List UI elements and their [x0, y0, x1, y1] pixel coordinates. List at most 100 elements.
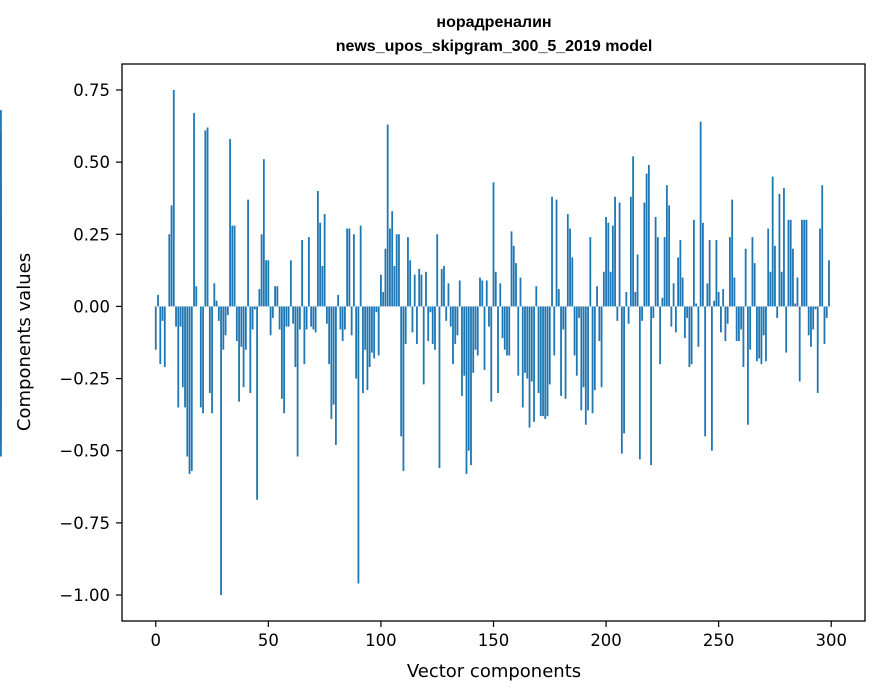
bar	[364, 306, 367, 350]
bar	[380, 274, 382, 307]
bar	[436, 234, 439, 307]
bar	[292, 306, 295, 324]
bar	[785, 306, 788, 353]
bar	[825, 306, 828, 318]
bar	[751, 237, 754, 307]
bar	[679, 240, 682, 307]
bar	[686, 306, 689, 318]
bar	[456, 306, 459, 336]
bar	[357, 306, 360, 584]
bar	[215, 300, 218, 307]
bar	[377, 306, 380, 356]
bar	[371, 306, 373, 353]
bar	[699, 121, 702, 307]
bar	[632, 156, 634, 307]
bar	[789, 219, 792, 307]
bar	[697, 306, 700, 347]
bar	[605, 216, 607, 307]
bar	[249, 306, 252, 394]
bar	[738, 306, 740, 342]
bar	[521, 306, 524, 408]
bar	[269, 306, 272, 336]
bar	[366, 306, 369, 391]
bar	[217, 306, 220, 321]
bar	[434, 306, 436, 350]
x-axis-label: Vector components	[407, 661, 581, 682]
bar	[569, 228, 571, 307]
bar	[584, 306, 587, 425]
bar	[566, 214, 569, 307]
bar	[467, 306, 470, 451]
bar	[481, 280, 484, 307]
bar	[305, 306, 308, 330]
bar	[438, 306, 441, 469]
bar	[499, 283, 502, 307]
bar	[312, 306, 315, 330]
bar	[636, 254, 639, 307]
bar	[226, 306, 229, 316]
bar	[539, 306, 542, 417]
bar	[422, 306, 425, 385]
y-axis-label: Components values	[14, 253, 35, 431]
bar	[575, 306, 578, 376]
bar	[474, 306, 477, 350]
bar	[346, 228, 349, 307]
bar	[582, 306, 585, 388]
bar	[431, 306, 434, 344]
bar	[677, 257, 680, 307]
bar	[488, 306, 490, 327]
bar	[661, 297, 664, 307]
bar	[402, 306, 405, 471]
bar	[224, 306, 227, 336]
bar	[695, 303, 698, 307]
bar	[589, 237, 592, 307]
bar	[251, 306, 254, 330]
bar	[294, 306, 297, 368]
bar	[465, 306, 468, 474]
bar	[343, 306, 346, 330]
bar	[758, 306, 761, 359]
bar	[458, 280, 461, 307]
bar	[753, 263, 756, 307]
bar	[717, 291, 720, 307]
chart-title: норадреналин	[436, 14, 551, 31]
bar	[638, 306, 641, 460]
bar	[445, 306, 448, 321]
bar	[708, 240, 711, 307]
x-tick-label: 50	[258, 631, 279, 650]
bar	[159, 306, 162, 365]
y-tick-label: −0.25	[59, 370, 110, 389]
bar	[483, 306, 486, 370]
bar	[580, 306, 583, 411]
bar	[798, 306, 801, 382]
bar	[744, 248, 747, 307]
bar	[564, 306, 567, 399]
bar	[598, 306, 601, 342]
bar	[670, 306, 673, 327]
bar	[681, 277, 684, 307]
bar	[735, 306, 738, 342]
bar	[578, 306, 580, 318]
bar	[154, 306, 157, 350]
bar	[0, 291, 2, 307]
bar	[616, 306, 619, 321]
bar	[803, 219, 806, 307]
bar	[296, 306, 299, 457]
bar	[479, 277, 481, 307]
bar	[537, 306, 540, 394]
bar	[765, 306, 767, 362]
bar	[398, 234, 400, 307]
bar	[247, 199, 249, 307]
bar	[307, 237, 310, 307]
bar	[407, 237, 409, 307]
bar	[253, 306, 256, 310]
x-tick-label: 300	[815, 631, 847, 650]
bar	[195, 286, 198, 307]
y-tick-label: −1.00	[59, 586, 110, 605]
bar	[767, 228, 770, 307]
bar	[334, 306, 337, 445]
x-tick-label: 250	[703, 631, 735, 650]
bar	[724, 306, 727, 342]
bar	[501, 306, 504, 339]
bar	[325, 306, 328, 324]
